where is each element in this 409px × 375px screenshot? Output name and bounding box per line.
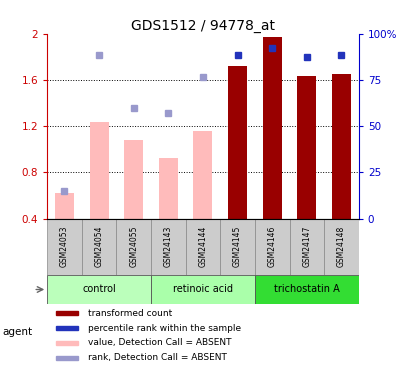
Text: GSM24143: GSM24143 — [164, 226, 173, 267]
Text: retinoic acid: retinoic acid — [173, 285, 232, 294]
Text: percentile rank within the sample: percentile rank within the sample — [88, 324, 240, 333]
Text: rank, Detection Call = ABSENT: rank, Detection Call = ABSENT — [88, 353, 226, 362]
Bar — [47, 274, 151, 304]
Text: GSM24053: GSM24053 — [60, 226, 69, 267]
Bar — [89, 122, 108, 219]
Bar — [55, 193, 74, 219]
Text: GSM24054: GSM24054 — [94, 226, 103, 267]
Bar — [185, 219, 220, 274]
Bar — [47, 219, 81, 274]
Bar — [193, 131, 212, 219]
Text: GSM24146: GSM24146 — [267, 226, 276, 267]
Bar — [151, 274, 254, 304]
Bar — [56, 326, 78, 330]
Text: value, Detection Call = ABSENT: value, Detection Call = ABSENT — [88, 339, 231, 348]
Text: control: control — [82, 285, 116, 294]
Text: GSM24148: GSM24148 — [336, 226, 345, 267]
Title: GDS1512 / 94778_at: GDS1512 / 94778_at — [130, 19, 274, 33]
Bar — [151, 219, 185, 274]
Bar — [124, 140, 143, 219]
Bar — [262, 37, 281, 219]
Bar — [254, 274, 358, 304]
Bar — [297, 76, 316, 219]
Bar — [158, 159, 178, 219]
Bar — [56, 311, 78, 315]
Bar — [116, 219, 151, 274]
Text: GSM24147: GSM24147 — [301, 226, 310, 267]
Text: GSM24144: GSM24144 — [198, 226, 207, 267]
Text: transformed count: transformed count — [88, 309, 171, 318]
Text: GSM24145: GSM24145 — [232, 226, 241, 267]
Text: trichostatin A: trichostatin A — [273, 285, 339, 294]
Bar — [289, 219, 324, 274]
Bar — [254, 219, 289, 274]
Bar — [56, 356, 78, 360]
Bar — [324, 219, 358, 274]
Text: GSM24055: GSM24055 — [129, 226, 138, 267]
Bar — [227, 66, 247, 219]
Text: agent: agent — [2, 327, 32, 337]
Bar — [56, 341, 78, 345]
Bar — [331, 74, 350, 219]
Bar — [220, 219, 254, 274]
Bar — [81, 219, 116, 274]
